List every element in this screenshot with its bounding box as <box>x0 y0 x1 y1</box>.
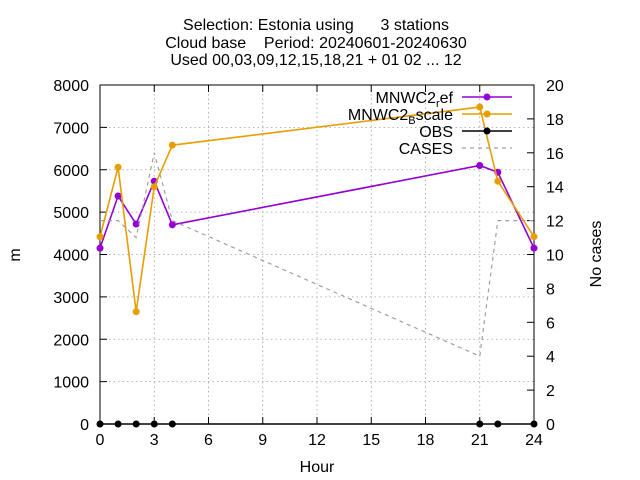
x-tick-label: 0 <box>96 432 105 449</box>
data-point <box>168 141 176 149</box>
data-point <box>530 420 538 428</box>
x-tick-label: 9 <box>258 432 267 449</box>
data-point <box>168 420 176 428</box>
data-point <box>114 420 122 428</box>
data-point <box>476 103 484 111</box>
axes: 0 3 6 9 12 15 18 21 2401000200030004000500060007… <box>53 78 563 449</box>
series-line-cases <box>100 152 534 358</box>
y2-axis-label: No cases <box>588 221 605 288</box>
data-point <box>96 233 104 241</box>
legend-marker <box>483 93 491 101</box>
y-tick-label: 1000 <box>53 375 89 392</box>
data-point <box>132 220 140 228</box>
data-point <box>476 420 484 428</box>
data-point <box>114 163 122 171</box>
data-point <box>150 420 158 428</box>
x-tick-label: 24 <box>525 432 543 449</box>
chart-title: Selection: Estonia using 3 stations Clou… <box>165 17 467 69</box>
series-layer <box>96 103 538 428</box>
y-tick-label: 5000 <box>53 205 89 222</box>
data-point <box>476 162 484 170</box>
y2-tick-label: 0 <box>546 417 555 434</box>
y-tick-label: 2000 <box>53 332 89 349</box>
x-tick-label: 15 <box>362 432 380 449</box>
y2-tick-label: 10 <box>546 248 564 265</box>
y2-tick-label: 14 <box>546 180 564 197</box>
data-point <box>168 221 176 229</box>
y2-tick-label: 12 <box>546 214 564 231</box>
data-point <box>114 192 122 200</box>
x-tick-label: 6 <box>204 432 213 449</box>
legend-label: OBS <box>419 124 453 141</box>
y2-tick-label: 16 <box>546 146 564 163</box>
data-point <box>96 420 104 428</box>
data-point <box>132 420 140 428</box>
data-point <box>530 244 538 252</box>
data-point <box>530 233 538 241</box>
title-line-1: Selection: Estonia using 3 stations <box>183 17 449 34</box>
y2-tick-label: 20 <box>546 78 564 95</box>
x-tick-label: 18 <box>417 432 435 449</box>
legend-label: MNWC2Bscale <box>348 107 453 127</box>
legend-marker <box>483 110 491 118</box>
y-axis-label: m <box>7 248 24 261</box>
data-point <box>96 244 104 252</box>
x-axis-label: Hour <box>300 459 335 476</box>
y-tick-label: 7000 <box>53 120 89 137</box>
data-point <box>132 308 140 316</box>
legend-label: MNWC2ref <box>376 90 454 110</box>
legend-marker <box>483 127 491 135</box>
data-point <box>150 183 158 191</box>
x-tick-label: 12 <box>308 432 326 449</box>
data-point <box>494 177 502 185</box>
y2-tick-label: 6 <box>546 315 555 332</box>
legend-label: CASES <box>399 141 453 158</box>
y2-tick-label: 2 <box>546 383 555 400</box>
y-tick-label: 4000 <box>53 248 89 265</box>
title-line-3: Used 00,03,09,12,15,18,21 + 01 02 ... 12 <box>170 52 461 69</box>
x-tick-label: 3 <box>150 432 159 449</box>
y-tick-label: 3000 <box>53 290 89 307</box>
y2-tick-label: 8 <box>546 281 555 298</box>
series-line-mnwc2_bscale <box>99 106 535 312</box>
y2-tick-label: 18 <box>546 112 564 129</box>
y-tick-label: 0 <box>80 417 89 434</box>
grid <box>100 85 534 424</box>
x-tick-label: 21 <box>471 432 489 449</box>
title-line-2: Cloud base Period: 20240601-20240630 <box>165 35 467 52</box>
y2-tick-label: 4 <box>546 349 555 366</box>
y-tick-label: 8000 <box>53 78 89 95</box>
y-tick-label: 6000 <box>53 163 89 180</box>
data-point <box>494 420 502 428</box>
